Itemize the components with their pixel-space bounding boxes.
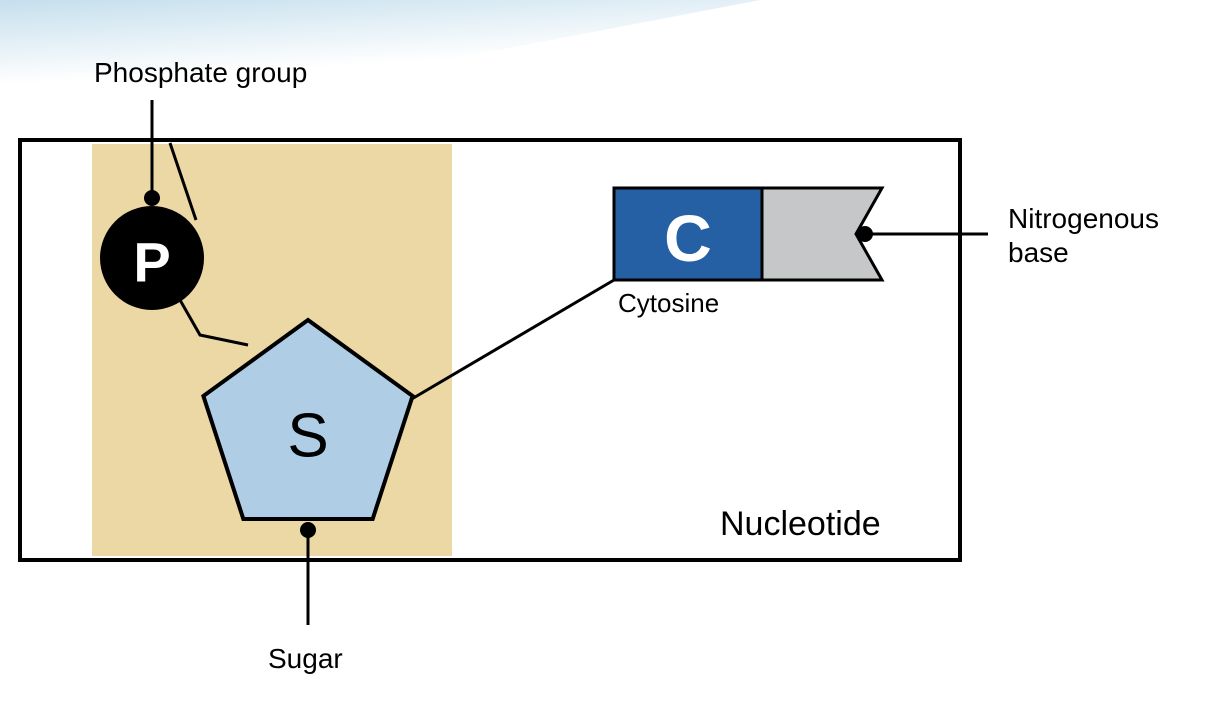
- cytosine-symbol: C: [664, 201, 712, 275]
- nucleotide-diagram: P S C Phosphate group Sugar Nitrogenous …: [0, 0, 1212, 710]
- nitrogenous-label-1: Nitrogenous: [1008, 203, 1159, 234]
- base-pointer-dot: [857, 226, 873, 242]
- nucleotide-label: Nucleotide: [720, 505, 881, 543]
- phosphate-label: Phosphate group: [94, 57, 307, 88]
- nitrogenous-label-2: base: [1008, 237, 1069, 268]
- sugar-symbol: S: [287, 402, 328, 471]
- sugar-pointer-dot: [300, 522, 316, 538]
- sugar-label: Sugar: [268, 643, 343, 674]
- phosphate-symbol: P: [133, 231, 170, 294]
- phosphate-pointer-dot: [144, 190, 160, 206]
- cytosine-label: Cytosine: [618, 288, 719, 318]
